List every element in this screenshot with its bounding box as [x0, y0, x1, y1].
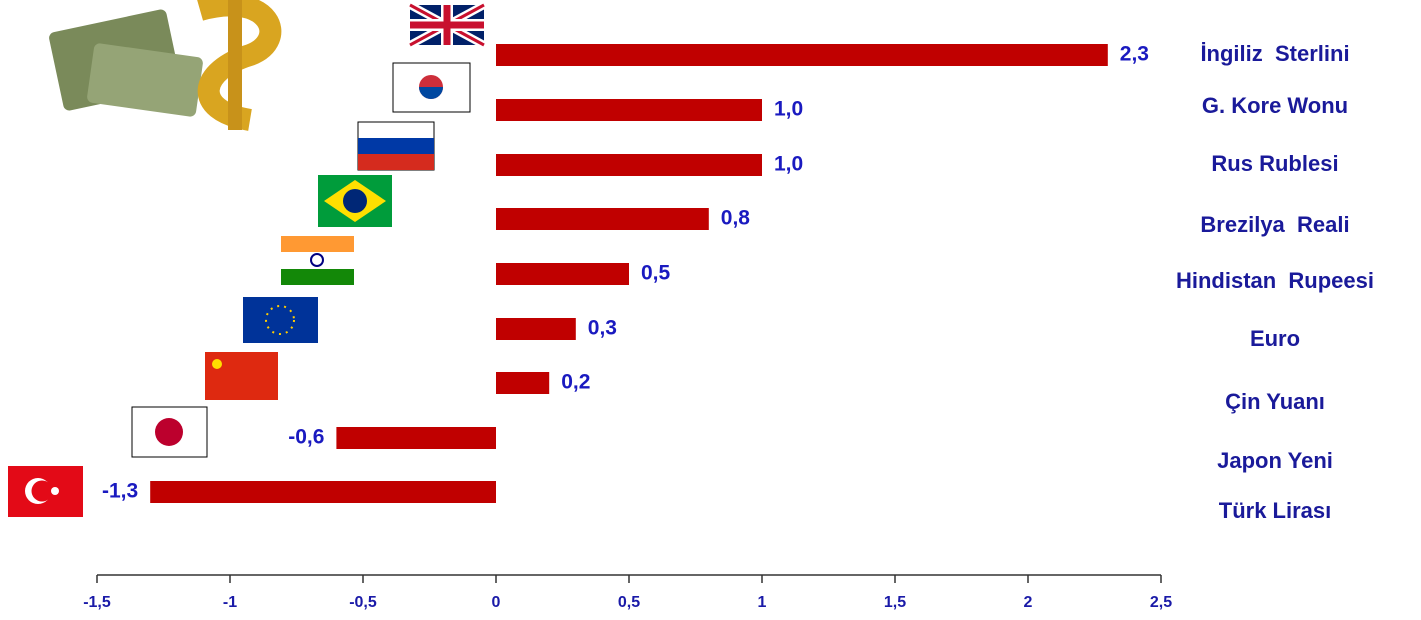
decoration-money — [49, 0, 282, 131]
category-label: İngiliz Sterlini — [1200, 41, 1349, 66]
x-tick-label: 1 — [758, 594, 767, 611]
bar — [496, 263, 629, 285]
category-label: Brezilya Reali — [1200, 212, 1349, 237]
value-label: 0,3 — [588, 317, 617, 340]
bar — [150, 481, 496, 503]
bar — [496, 318, 576, 340]
bar — [496, 154, 762, 176]
x-tick-label: 2,5 — [1150, 594, 1172, 611]
bar — [496, 44, 1108, 66]
flag-eu — [243, 297, 318, 343]
value-label: 0,8 — [721, 207, 751, 230]
flag-japan — [131, 406, 208, 458]
value-label: -1,3 — [102, 480, 138, 503]
value-label: 0,2 — [561, 371, 590, 394]
flag-turkey — [8, 466, 83, 517]
value-label: 2,3 — [1120, 43, 1149, 66]
category-label: Hindistan Rupeesi — [1176, 268, 1374, 293]
bar — [336, 427, 496, 449]
category-label: Rus Rublesi — [1211, 151, 1338, 176]
value-label: -0,6 — [288, 426, 324, 449]
value-label: 1,0 — [774, 98, 803, 121]
x-tick-label: -0,5 — [349, 594, 377, 611]
category-label: Çin Yuanı — [1225, 389, 1325, 414]
x-tick-label: -1 — [223, 594, 237, 611]
category-label: Türk Lirası — [1219, 498, 1331, 523]
flag-china — [205, 352, 278, 400]
flag-russia — [357, 121, 435, 171]
flag-brazil — [318, 175, 392, 227]
x-tick-label: 0 — [492, 594, 501, 611]
bar — [496, 208, 709, 230]
x-tick-label: -1,5 — [83, 594, 111, 611]
category-label: G. Kore Wonu — [1202, 93, 1348, 118]
value-label: 0,5 — [641, 262, 671, 285]
value-label: 1,0 — [774, 153, 803, 176]
category-label: Euro — [1250, 326, 1300, 351]
flag-uk — [408, 1, 486, 49]
x-tick-label: 2 — [1024, 594, 1033, 611]
x-tick-label: 1,5 — [884, 594, 906, 611]
bar — [496, 372, 550, 394]
bar — [496, 99, 762, 121]
category-label: Japon Yeni — [1217, 448, 1333, 473]
x-tick-label: 0,5 — [618, 594, 640, 611]
flag-korea — [392, 62, 471, 113]
flag-india — [281, 236, 354, 285]
